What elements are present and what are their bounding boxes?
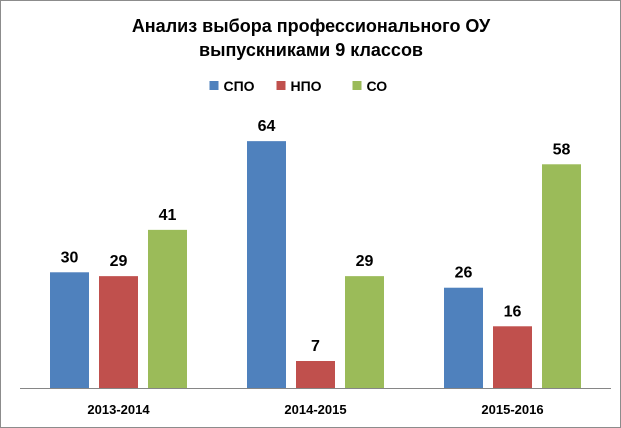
data-label-0-2: 41	[159, 207, 177, 224]
data-label-1-2: 29	[356, 253, 374, 270]
legend-swatch-1	[276, 81, 286, 90]
legend-swatch-2	[352, 81, 362, 90]
data-label-0-0: 30	[61, 249, 79, 266]
data-label-2-0: 26	[455, 265, 473, 282]
legend-label-2: СО	[367, 78, 388, 94]
bar-2-2	[542, 164, 581, 388]
data-label-2-2: 58	[553, 141, 571, 158]
bar-1-2	[345, 276, 384, 388]
data-label-1-0: 64	[258, 118, 276, 135]
bar-2-1	[493, 326, 532, 388]
legend: СПО НПО СО	[209, 78, 388, 94]
chart-title-line-2: выпускниками 9 классов	[199, 40, 423, 60]
legend-label-1: НПО	[291, 78, 322, 94]
x-tick-label-2: 2015-2016	[481, 402, 543, 417]
bar-1-0	[247, 141, 286, 388]
data-label-0-1: 29	[110, 253, 128, 270]
bar-0-2	[148, 229, 187, 388]
bar-1-1	[296, 361, 335, 388]
bar-0-0	[50, 272, 89, 388]
data-label-1-1: 7	[311, 338, 320, 355]
legend-swatch-0	[209, 81, 219, 90]
plot-area: 30 29 41 2013-2014 64 7 29 2014-2015 26 16 58 2015-…	[20, 118, 611, 417]
x-tick-label-1: 2014-2015	[284, 402, 346, 417]
bar-0-1	[99, 276, 138, 388]
data-label-2-1: 16	[504, 303, 522, 320]
chart-title-line-1: Анализ выбора профессионального ОУ	[132, 16, 491, 36]
x-tick-label-0: 2013-2014	[87, 402, 150, 417]
bar-2-0	[444, 287, 483, 388]
legend-label-0: СПО	[224, 78, 255, 94]
